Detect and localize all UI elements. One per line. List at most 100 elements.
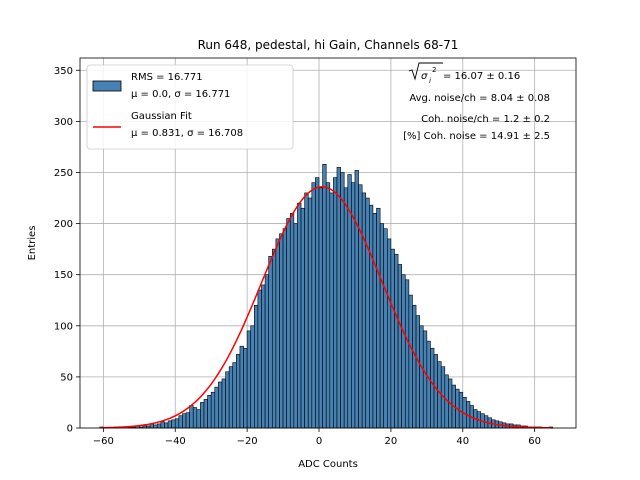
histogram-bar — [225, 371, 230, 429]
histogram-bar — [250, 325, 255, 429]
y-tick-label: 0 — [67, 424, 73, 435]
histogram-bar — [394, 253, 399, 429]
histogram-bar — [415, 315, 420, 429]
coh-noise-annotation: Coh. noise/ch = 1.2 ± 0.2 — [421, 114, 550, 125]
y-tick-label: 50 — [60, 372, 73, 383]
y-tick-label: 350 — [54, 66, 73, 77]
y-tick-label: 300 — [54, 117, 73, 128]
histogram-bar — [164, 422, 169, 429]
histogram-bar — [207, 394, 212, 429]
histogram-bar — [408, 294, 413, 429]
histogram-bar — [419, 325, 424, 429]
histogram-bar — [422, 330, 428, 429]
histogram-bar — [426, 340, 431, 429]
y-tick-label: 250 — [54, 168, 73, 179]
y-axis-ticks: 0 50 100 150 200 250 300 350 — [54, 66, 80, 435]
histogram-bar — [354, 170, 359, 429]
histogram-bar — [315, 177, 320, 429]
y-axis-label: Entries — [27, 226, 38, 261]
histogram-bar — [275, 238, 280, 429]
histogram-bar — [239, 345, 244, 429]
histogram-bar — [203, 399, 208, 429]
histogram-bar — [390, 248, 395, 429]
histogram-bar — [185, 412, 190, 429]
histogram-bar — [293, 223, 298, 429]
histogram-bar — [318, 187, 323, 429]
x-tick-label: 60 — [528, 436, 541, 447]
x-tick-label: 20 — [385, 436, 398, 447]
histogram-bar — [365, 197, 370, 429]
histogram-bar — [282, 228, 287, 429]
histogram-bar — [304, 192, 309, 429]
histogram-bar — [333, 177, 338, 429]
histogram-bar — [254, 305, 259, 429]
histogram-bar — [178, 415, 183, 429]
histogram-bar — [153, 424, 158, 429]
histogram-bar — [246, 330, 252, 429]
x-axis-ticks: −60 −40 −20 0 20 40 60 — [93, 428, 541, 447]
histogram-bar — [210, 391, 216, 429]
y-tick-label: 150 — [54, 270, 73, 281]
histogram-bar — [289, 213, 295, 429]
histogram-bar — [268, 255, 273, 429]
legend-fit-params: μ = 0.831, σ = 16.708 — [131, 128, 243, 139]
histogram-bar — [232, 362, 237, 429]
histogram-bar — [372, 213, 377, 429]
histogram-bar — [300, 207, 305, 429]
histogram-bar — [174, 418, 180, 429]
histogram-bar — [200, 402, 205, 429]
histogram-bar — [286, 218, 291, 429]
histogram-bar — [171, 419, 176, 429]
sigma-symbol: σ — [421, 71, 428, 82]
legend-fit-label: Gaussian Fit — [131, 111, 192, 122]
histogram-bar — [257, 289, 262, 429]
chart-title: Run 648, pedestal, hi Gain, Channels 68-… — [198, 38, 459, 52]
histogram-bar — [160, 421, 165, 429]
histogram-bar — [189, 405, 194, 429]
x-axis-label: ADC Counts — [298, 459, 358, 470]
histogram-bar — [383, 228, 388, 429]
histogram-bar — [167, 420, 172, 429]
histogram-bar — [218, 381, 223, 429]
histogram-bar — [387, 238, 392, 429]
histogram-bar — [311, 182, 316, 429]
sigma-superscript: 2 — [432, 66, 436, 74]
legend-box — [86, 64, 294, 150]
plot-frame — [79, 57, 577, 429]
histogram-bar — [430, 347, 435, 429]
histogram-bar — [379, 223, 385, 429]
x-tick-label: −40 — [165, 436, 186, 447]
histogram-bar — [228, 366, 234, 429]
histogram-bar — [307, 197, 313, 429]
histogram-bar — [325, 182, 331, 429]
histogram-bar — [358, 184, 363, 429]
sigma-annotation: σ i 2 = 16.07 ± 0.16 — [408, 62, 520, 85]
histogram-bar — [182, 413, 187, 429]
histogram-bar — [361, 192, 367, 429]
coh-noise-percent-annotation: [%] Coh. noise = 14.91 ± 2.5 — [403, 131, 550, 142]
y-tick-label: 200 — [54, 219, 73, 230]
histogram-bar — [343, 187, 349, 429]
histogram-bar — [322, 163, 327, 429]
histogram-bar — [279, 233, 284, 429]
histogram-bar — [329, 192, 334, 429]
histogram-bar — [261, 284, 266, 429]
histogram-bar — [214, 386, 219, 429]
sqrt-symbol — [408, 62, 443, 81]
histogram-bar — [243, 347, 248, 429]
histogram-bar — [376, 207, 381, 429]
gaussian-fit-line — [99, 186, 553, 429]
noise-annotations: σ i 2 = 16.07 ± 0.16 Avg. noise/ch = 8.0… — [403, 62, 550, 142]
x-tick-label: −60 — [93, 436, 114, 447]
histogram-bar — [412, 305, 417, 429]
histogram-bar — [264, 274, 269, 429]
sigma-value: = 16.07 ± 0.16 — [443, 71, 520, 82]
histogram-bar — [397, 264, 402, 429]
histogram-bar — [156, 423, 162, 429]
legend-rms-label: RMS = 16.771 — [131, 72, 203, 83]
avg-noise-annotation: Avg. noise/ch = 8.04 ± 0.08 — [409, 93, 550, 104]
x-tick-label: 0 — [316, 436, 322, 447]
sigma-subscript: i — [429, 77, 431, 85]
fit-layer — [99, 186, 553, 429]
